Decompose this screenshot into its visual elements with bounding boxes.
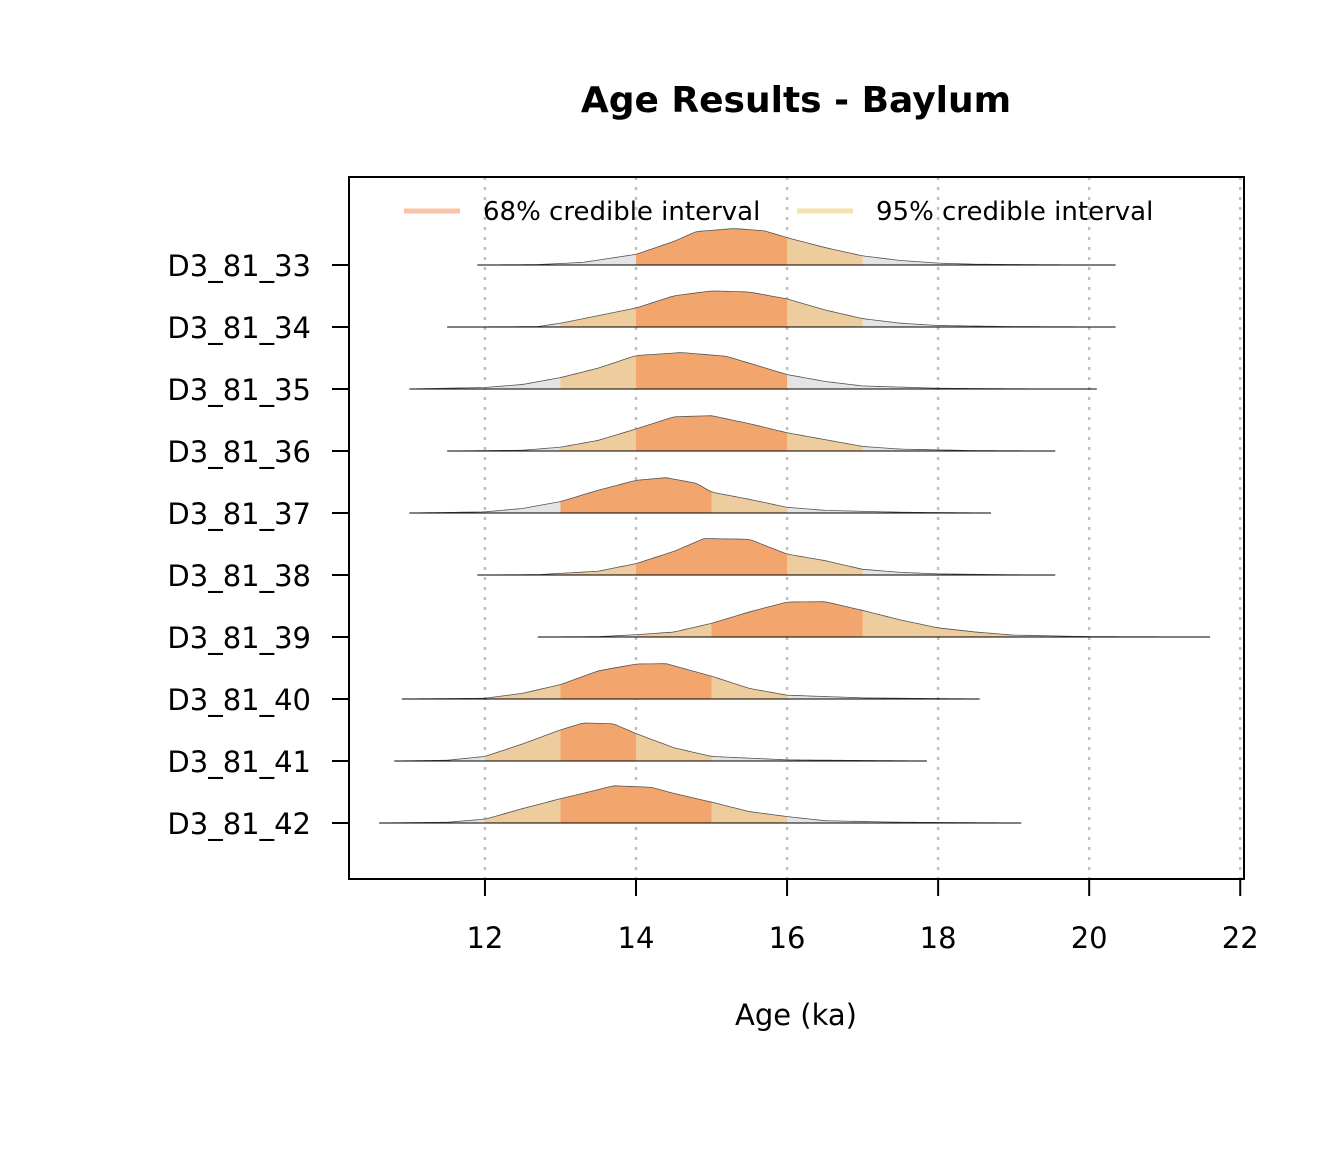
density-outline <box>447 415 1056 452</box>
ci68-region <box>560 477 712 513</box>
density-D3_81_33 <box>477 228 1116 266</box>
y-tick-label: D3_81_36 <box>167 435 311 469</box>
ci68-region <box>560 663 712 699</box>
density-curves <box>379 228 1211 824</box>
y-tick-label: D3_81_37 <box>167 497 311 531</box>
density-outline <box>401 663 980 700</box>
y-tick-label: D3_81_33 <box>167 249 311 283</box>
ci68-region <box>560 723 637 761</box>
x-tick-label: 14 <box>618 921 655 955</box>
density-outline <box>394 722 927 762</box>
chart-title: Age Results - Baylum <box>581 80 1011 121</box>
density-outline <box>447 290 1116 328</box>
x-axis: 12 14 16 18 20 22 <box>466 878 1259 955</box>
density-D3_81_37 <box>409 477 991 514</box>
y-tick-label: D3_81_39 <box>167 621 311 655</box>
y-tick-label: D3_81_40 <box>167 683 311 717</box>
x-tick-label: 12 <box>466 921 503 955</box>
ci68-region <box>711 601 863 637</box>
ci68-region <box>636 538 788 575</box>
density-D3_81_34 <box>447 290 1116 328</box>
y-tick-label: D3_81_34 <box>167 311 311 345</box>
density-outline <box>477 228 1116 266</box>
density-outline <box>477 538 1056 576</box>
y-tick-label: D3_81_41 <box>167 745 311 779</box>
density-outline <box>379 785 1022 824</box>
density-D3_81_39 <box>537 601 1211 638</box>
y-tick-label: D3_81_35 <box>167 373 311 407</box>
ci68-region <box>636 352 788 389</box>
x-tick-label: 18 <box>920 921 957 955</box>
ci68-region <box>560 785 712 823</box>
density-D3_81_35 <box>409 352 1097 390</box>
density-D3_81_38 <box>477 538 1056 576</box>
density-D3_81_40 <box>401 663 980 700</box>
density-D3_81_42 <box>379 785 1022 824</box>
ci68-region <box>636 415 788 451</box>
ci68-region <box>636 228 788 265</box>
y-axis: D3_81_33 D3_81_34 D3_81_35 D3_81_36 D3_81_37… <box>167 249 349 841</box>
legend: 68% credible interval 95% credible inter… <box>404 197 1153 227</box>
y-tick-label: D3_81_42 <box>167 807 311 841</box>
x-tick-label: 20 <box>1071 921 1108 955</box>
ci68-region <box>636 290 788 327</box>
plot-frame <box>348 176 1245 880</box>
y-tick-label: D3_81_38 <box>167 559 311 593</box>
legend-label-95: 95% credible interval <box>876 197 1153 227</box>
density-D3_81_36 <box>447 415 1056 452</box>
legend-label-68: 68% credible interval <box>483 197 760 227</box>
grid-lines <box>483 177 1242 879</box>
x-tick-label: 16 <box>769 921 806 955</box>
density-D3_81_41 <box>394 722 927 762</box>
density-outline <box>409 477 991 514</box>
x-tick-label: 22 <box>1222 921 1259 955</box>
x-axis-label: Age (ka) <box>735 998 857 1032</box>
